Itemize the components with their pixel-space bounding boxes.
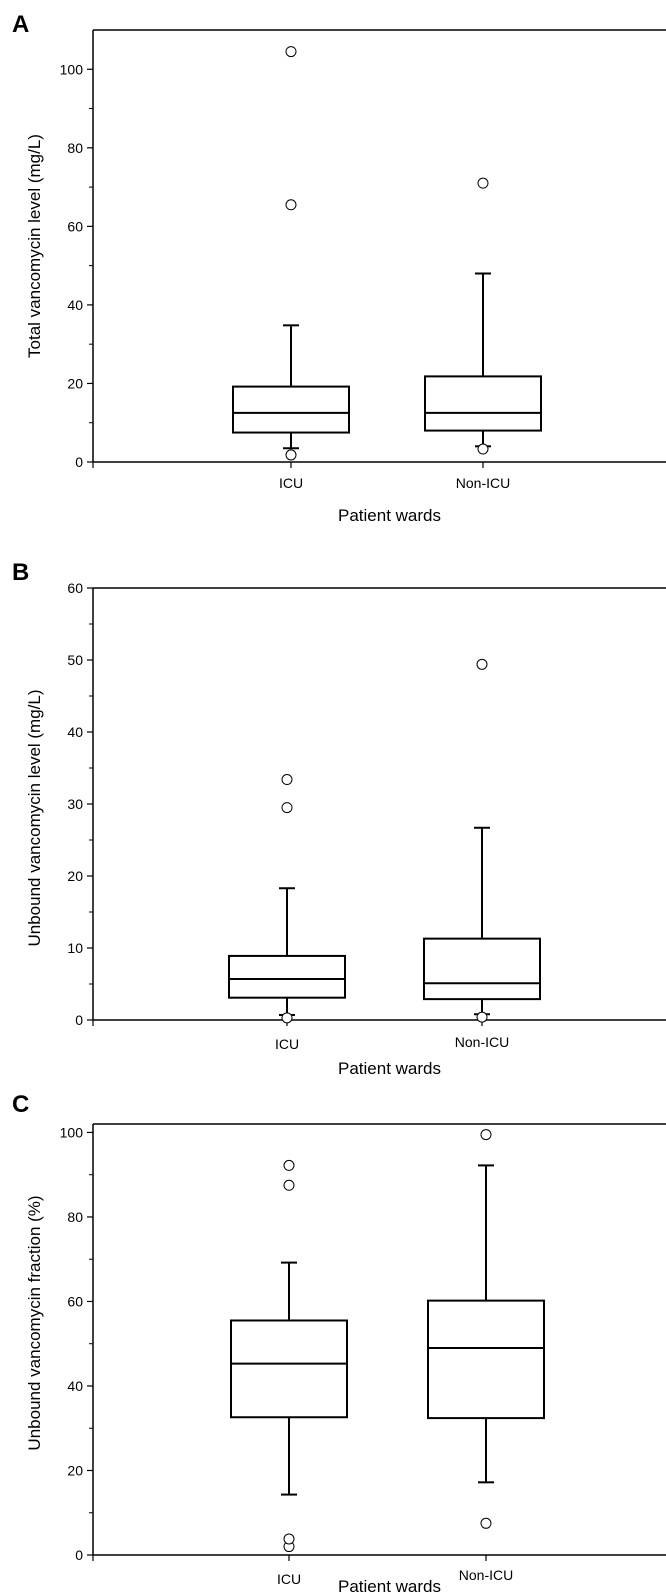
panel-b-outlier-point	[281, 802, 293, 814]
panel-b-y-tick-label: 0	[75, 1012, 83, 1028]
panel-a-y-tick-label: 40	[67, 297, 83, 313]
panel-a-y-tick-label: 60	[67, 218, 83, 234]
panel-a-box	[424, 375, 542, 432]
panel-a-box	[232, 385, 350, 434]
panel-a-outlier-point	[285, 46, 297, 58]
panel-a-y-tick-label: 20	[67, 375, 83, 391]
panel-c-y-tick-label: 0	[75, 1547, 83, 1563]
panel-c-y-tick-label: 60	[67, 1293, 83, 1309]
panel-c-outlier-point	[283, 1159, 295, 1171]
panel-c-y-tick-label: 20	[67, 1462, 83, 1478]
panel-b-x-axis-title: Patient wards	[338, 1059, 441, 1078]
panel-c-y-tick-label: 40	[67, 1378, 83, 1394]
panel-b-y-axis-title: Unbound vancomycin level (mg/L)	[25, 689, 44, 946]
panel-b-outlier-point	[281, 774, 293, 786]
panel-b-y-tick-label: 30	[67, 796, 83, 812]
panel-b-box	[228, 954, 346, 999]
panel-a-category-label: ICU	[279, 475, 303, 491]
panel-a-outlier-point	[285, 449, 297, 461]
panel-b-category-label: Non-ICU	[455, 1034, 509, 1050]
panel-b-box	[423, 937, 541, 1001]
panel-c-y-tick-label: 100	[60, 1124, 84, 1140]
panel-a-y-tick-label: 80	[67, 140, 83, 156]
panel-a-outlier-point	[285, 199, 297, 211]
panel-c-outlier-point	[480, 1129, 492, 1141]
panel-b-y-tick-label: 10	[67, 940, 83, 956]
panel-b-letter: B	[12, 559, 29, 586]
panel-a-y-axis-title: Total vancomycin level (mg/L)	[25, 134, 44, 358]
panel-b-outlier-point	[476, 1011, 488, 1023]
panel-a-outlier-point	[477, 443, 489, 455]
panel-c-x-axis-title: Patient wards	[338, 1577, 441, 1596]
panel-b-y-tick-label: 40	[67, 724, 83, 740]
panel-a-letter: A	[12, 11, 29, 38]
panel-c-outlier-point	[283, 1179, 295, 1191]
panel-b-category-label: ICU	[275, 1036, 299, 1052]
panel-b-y-tick-label: 60	[67, 580, 83, 596]
panel-c-box	[427, 1299, 545, 1420]
panel-c-box	[230, 1319, 348, 1419]
panel-b-outlier-point	[281, 1012, 293, 1024]
panel-c-outlier-point	[283, 1533, 295, 1545]
panel-c-outlier-point	[480, 1517, 492, 1529]
panel-c-category-label: Non-ICU	[459, 1567, 513, 1583]
panel-b-outlier-point	[476, 658, 488, 670]
panel-a-category-label: Non-ICU	[456, 475, 510, 491]
panel-b-y-tick-label: 20	[67, 868, 83, 884]
panel-c-letter: C	[12, 1091, 29, 1118]
panel-b-y-tick-label: 50	[67, 652, 83, 668]
panel-a-outlier-point	[477, 177, 489, 189]
panel-c-y-axis-title: Unbound vancomycin fraction (%)	[25, 1195, 44, 1450]
panel-c-y-tick-label: 80	[67, 1209, 83, 1225]
panel-a-x-axis-title: Patient wards	[338, 506, 441, 525]
panel-a-y-tick-label: 0	[75, 454, 83, 470]
panel-a-y-tick-label: 100	[60, 61, 84, 77]
panel-c-category-label: ICU	[277, 1571, 301, 1587]
